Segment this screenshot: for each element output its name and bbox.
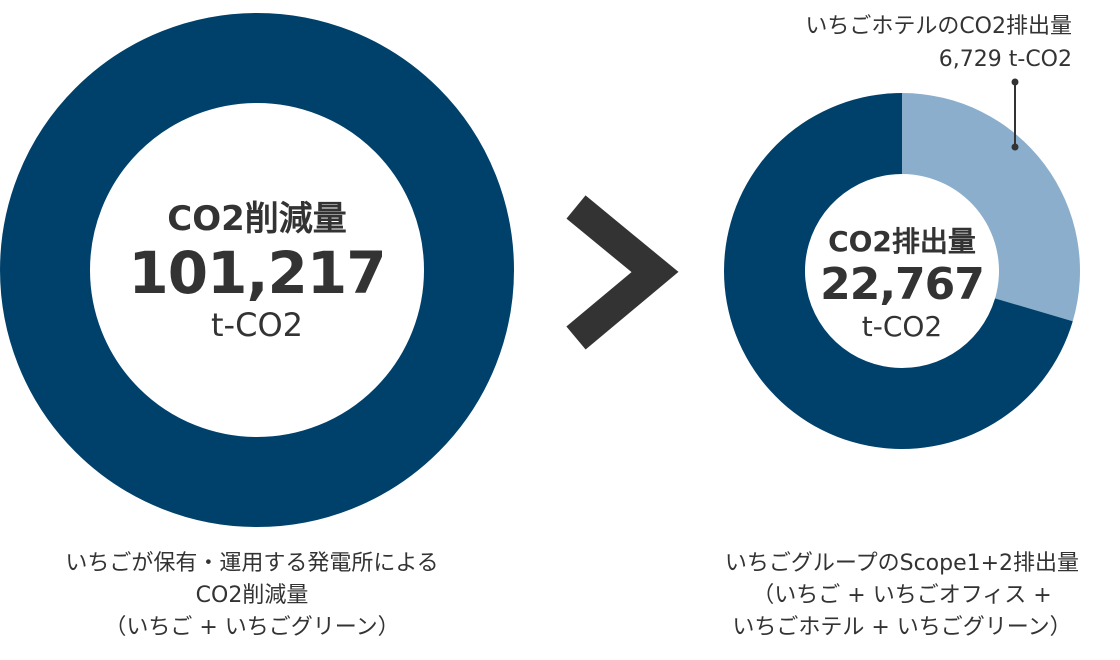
left-caption-line: CO2削減量 bbox=[195, 583, 309, 608]
left-caption: いちごが保有・運用する発電所による CO2削減量 （いちご + いちごグリーン） bbox=[65, 548, 438, 644]
right-caption-line: いちごグループのScope1+2排出量 bbox=[724, 551, 1080, 576]
annotation-dot-bottom bbox=[1011, 143, 1019, 151]
right-center-value: 22,767 bbox=[820, 259, 985, 310]
chevron-right-icon bbox=[566, 195, 679, 350]
left-caption-line: （いちご + いちごグリーン） bbox=[104, 615, 400, 640]
left-center-value: 101,217 bbox=[128, 239, 386, 307]
left-caption-line: いちごが保有・運用する発電所による bbox=[65, 551, 439, 576]
right-center: CO2排出量 22,767 t-CO2 bbox=[820, 224, 985, 344]
hotel-annotation: いちごホテルのCO2排出量 6,729 t-CO2 bbox=[805, 10, 1072, 76]
left-center: CO2削減量 101,217 t-CO2 bbox=[128, 197, 386, 345]
donut-slice bbox=[724, 92, 1073, 449]
left-center-unit: t-CO2 bbox=[211, 306, 303, 344]
donut-slice bbox=[902, 93, 1080, 322]
annotation-dot-top bbox=[1011, 78, 1019, 86]
left-donut bbox=[0, 13, 514, 527]
left-center-label: CO2削減量 bbox=[167, 199, 347, 239]
right-center-label: CO2排出量 bbox=[828, 225, 976, 258]
right-donut bbox=[724, 92, 1080, 449]
hotel-annotation-label: いちごホテルのCO2排出量 bbox=[805, 14, 1072, 39]
donut-slice bbox=[0, 13, 514, 527]
right-caption: いちごグループのScope1+2排出量 （いちご + いちごオフィス + いちご… bbox=[725, 548, 1079, 644]
right-center-unit: t-CO2 bbox=[861, 310, 943, 343]
right-caption-line: いちごホテル + いちごグリーン） bbox=[732, 615, 1072, 640]
hotel-annotation-value: 6,729 t-CO2 bbox=[938, 47, 1072, 72]
right-caption-line: （いちご + いちごオフィス + bbox=[752, 583, 1052, 608]
